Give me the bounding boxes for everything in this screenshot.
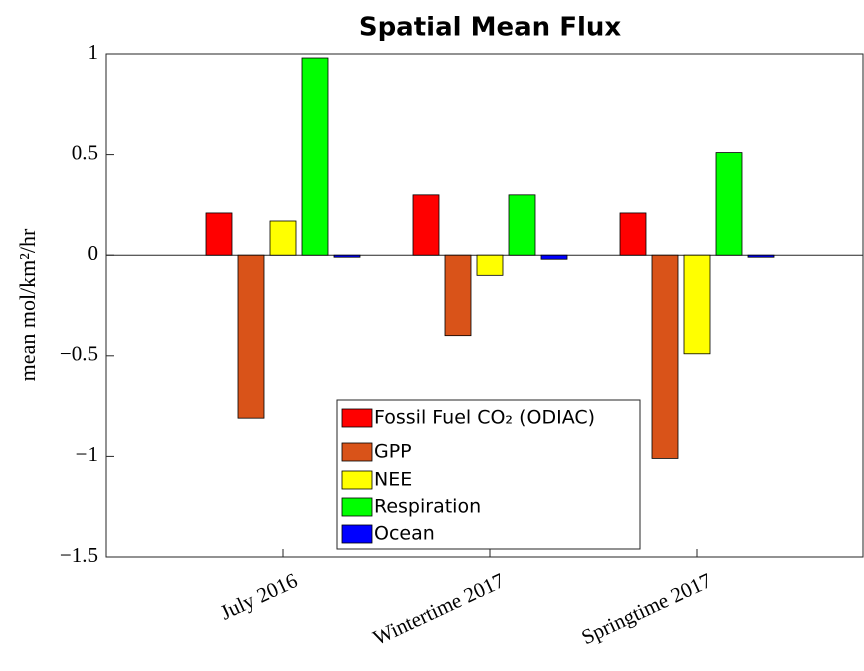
- y-tick-label: 0: [88, 241, 99, 265]
- x-tick-label: Wintertime 2017: [369, 568, 508, 650]
- legend-swatch: [341, 442, 373, 462]
- bar: [715, 152, 743, 256]
- legend-swatch: [341, 408, 373, 428]
- legend-swatch: [341, 524, 373, 544]
- legend-swatch: [341, 497, 373, 517]
- bar: [651, 254, 679, 459]
- bar: [683, 254, 711, 355]
- bar: [508, 194, 536, 256]
- y-tick-label: 0.5: [72, 140, 98, 164]
- bar: [237, 254, 265, 419]
- bar: [747, 254, 775, 258]
- bar: [301, 57, 329, 256]
- legend-label: Ocean: [374, 523, 435, 545]
- y-tick-label: −0.5: [60, 342, 98, 366]
- bar: [540, 254, 568, 260]
- y-tick-label: −1: [76, 442, 98, 466]
- legend-box: [336, 399, 641, 550]
- chart-title: Spatial Mean Flux: [359, 13, 622, 43]
- y-axis-label: mean mol/km²/hr: [15, 228, 40, 381]
- legend-label: Respiration: [374, 496, 481, 518]
- bar: [619, 212, 647, 256]
- bar: [412, 194, 440, 256]
- legend-label: NEE: [374, 469, 412, 491]
- bar: [476, 254, 504, 276]
- bar: [333, 254, 361, 258]
- plot-frame: [105, 53, 864, 558]
- bar: [269, 220, 297, 256]
- bar: [205, 212, 233, 256]
- legend-label: Fossil Fuel CO₂ (ODIAC): [374, 407, 595, 429]
- x-tick-label: Springtime 2017: [578, 568, 716, 649]
- legend-label: GPP: [374, 441, 412, 463]
- y-tick-label: 1: [88, 40, 99, 64]
- legend-swatch: [341, 470, 373, 490]
- y-tick-label: −1.5: [60, 543, 98, 567]
- bar: [444, 254, 472, 337]
- x-tick-label: July 2016: [216, 568, 301, 625]
